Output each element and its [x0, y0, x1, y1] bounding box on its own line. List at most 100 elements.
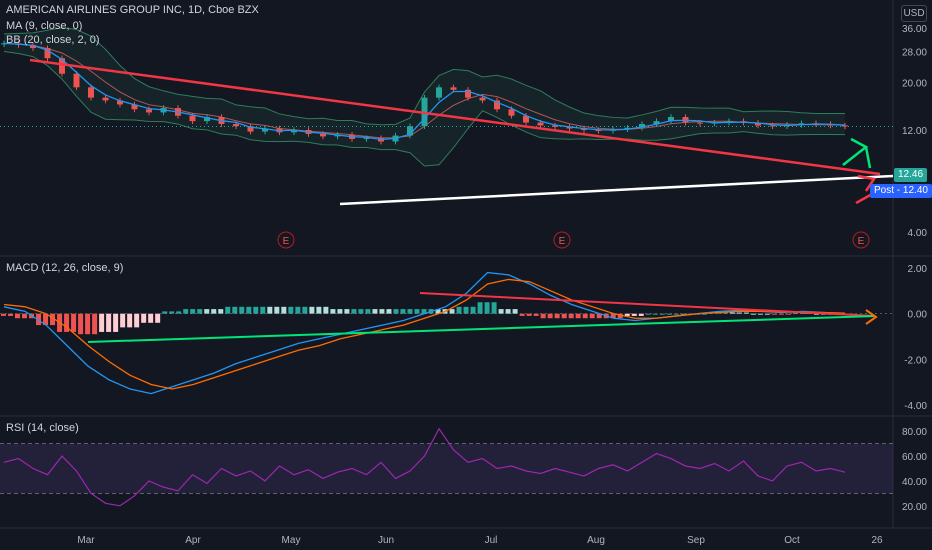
- bb-legend[interactable]: BB (20, close, 2, 0): [6, 34, 100, 46]
- rsi-tick-label-2: 40.00: [902, 477, 927, 488]
- post-dash: -: [896, 185, 901, 196]
- macd-histogram-bar: [393, 309, 399, 314]
- macd-histogram-bar: [106, 313, 112, 332]
- symbol-title: AMERICAN AIRLINES GROUP INC, 1D, Cboe BZ…: [6, 4, 259, 16]
- macd-histogram-bar: [680, 313, 686, 315]
- macd-histogram-bar: [589, 313, 595, 319]
- macd-histogram-bar: [197, 309, 203, 314]
- macd-histogram-bar: [351, 309, 357, 314]
- macd-apex-arrow: [865, 309, 878, 325]
- macd-histogram-bar: [309, 306, 315, 314]
- x-tick-label-3: Jun: [378, 535, 394, 546]
- x-tick-label-7: Oct: [784, 535, 800, 546]
- post-price-tag: Post - 12.40: [870, 184, 932, 198]
- macd-histogram-bar: [512, 309, 518, 314]
- breakdown-arrow: [857, 174, 877, 192]
- candle-body: [552, 125, 558, 127]
- macd-histogram-bar: [421, 309, 427, 314]
- macd-histogram-bar: [134, 313, 140, 328]
- macd-histogram-bar: [736, 312, 742, 314]
- candle-body: [465, 89, 471, 98]
- candle-body: [639, 124, 645, 128]
- macd-histogram-bar: [407, 309, 413, 314]
- macd-histogram-bar: [15, 313, 21, 319]
- macd-histogram-bar: [281, 306, 287, 314]
- macd-histogram-bar: [274, 306, 280, 314]
- macd-histogram-bar: [498, 309, 504, 314]
- price-tick-label-4: 4.00: [908, 228, 928, 239]
- macd-histogram-bar: [218, 309, 224, 314]
- macd-histogram-bar: [141, 313, 147, 323]
- macd-histogram-bar: [176, 311, 182, 314]
- candle-body: [262, 128, 268, 132]
- bb-upper-line: [3, 27, 846, 126]
- x-tick-label-8: 26: [871, 535, 883, 546]
- macd-histogram-bar: [204, 309, 210, 314]
- x-tick-label-0: Mar: [77, 535, 95, 546]
- price-tick-label-0: 36.00: [902, 24, 927, 35]
- macd-histogram-bar: [36, 313, 42, 326]
- macd-histogram-bar: [211, 309, 217, 314]
- candle-body: [363, 138, 370, 140]
- resistance-trendline: [29, 58, 881, 176]
- macd-histogram-bar: [414, 309, 420, 314]
- macd-histogram-bar: [127, 313, 133, 328]
- x-tick-label-4: Jul: [485, 535, 498, 546]
- macd-histogram-bar: [113, 313, 119, 332]
- earnings-marker-label-2: E: [858, 236, 865, 247]
- macd-tick-label-2: -2.00: [904, 355, 927, 366]
- ma-line: [3, 42, 846, 141]
- macd-histogram-bar: [288, 306, 294, 314]
- indicator-legend: MA (9, close, 0) BB (20, close, 2, 0): [6, 19, 100, 47]
- macd-resistance-trendline: [419, 292, 876, 317]
- rsi-line: [3, 427, 846, 507]
- candle-body: [842, 125, 848, 127]
- macd-histogram-bar: [470, 306, 476, 314]
- macd-histogram-bar: [155, 313, 161, 323]
- macd-histogram-bar: [533, 313, 539, 316]
- candle-body: [479, 97, 486, 101]
- macd-histogram-bar: [771, 313, 777, 315]
- macd-histogram-bar: [99, 313, 105, 332]
- macd-histogram-bar: [463, 306, 469, 314]
- earnings-marker-label-0: E: [283, 236, 290, 247]
- macd-histogram-bar: [358, 309, 364, 314]
- macd-histogram-bar: [169, 311, 175, 314]
- candle-body: [798, 123, 805, 125]
- candle-body: [494, 100, 500, 110]
- candle-body: [624, 127, 631, 130]
- ma-legend[interactable]: MA (9, close, 0): [6, 20, 83, 32]
- price-tick-label-3: 12.00: [902, 126, 927, 137]
- macd-histogram-bar: [239, 306, 245, 314]
- macd-histogram-bar: [638, 313, 644, 316]
- candle-body: [117, 100, 123, 105]
- macd-histogram-bar: [183, 309, 189, 314]
- support-trendline: [339, 174, 894, 206]
- earnings-marker-2: [852, 231, 870, 249]
- rsi-tick-label-1: 60.00: [902, 452, 927, 463]
- rsi-band-fill: [0, 443, 893, 494]
- macd-histogram-bar: [673, 313, 679, 315]
- candle-body: [131, 104, 138, 110]
- macd-histogram-bar: [645, 313, 651, 315]
- macd-histogram-bar: [232, 306, 238, 314]
- price-tick-label-2: 20.00: [902, 79, 927, 90]
- candle-body: [653, 121, 660, 125]
- macd-histogram-bar: [610, 313, 616, 319]
- rsi-legend[interactable]: RSI (14, close): [6, 422, 79, 434]
- macd-histogram-bar: [701, 313, 707, 315]
- candle-body: [508, 109, 515, 116]
- macd-legend[interactable]: MACD (12, 26, close, 9): [6, 262, 124, 274]
- macd-histogram-bar: [302, 306, 308, 314]
- candle-body: [291, 130, 297, 133]
- macd-histogram-bar: [365, 309, 371, 314]
- macd-histogram-bar: [582, 313, 588, 319]
- macd-histogram-bar: [337, 309, 343, 314]
- currency-badge[interactable]: USD: [901, 5, 927, 22]
- macd-histogram-bar: [323, 306, 329, 314]
- macd-histogram-bar: [757, 313, 763, 315]
- macd-histogram-bar: [344, 309, 350, 314]
- macd-histogram-bar: [568, 313, 574, 319]
- macd-histogram-bar: [477, 302, 483, 314]
